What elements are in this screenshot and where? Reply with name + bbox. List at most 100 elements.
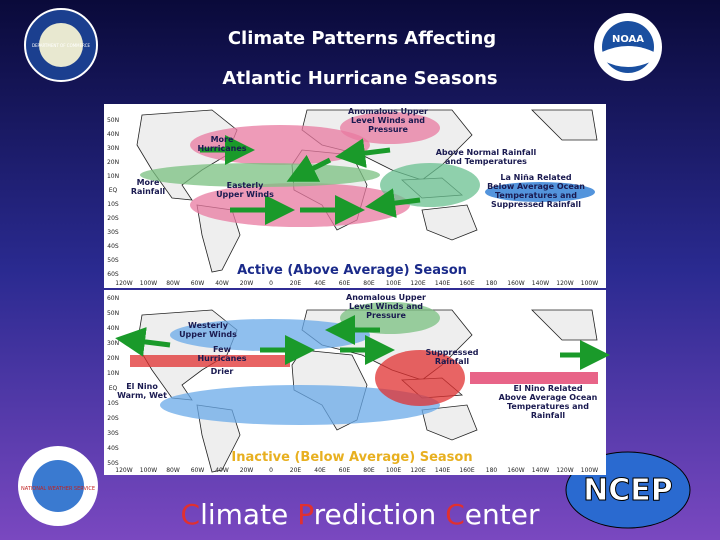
map-label-line: More xyxy=(211,135,234,144)
lon-label: 140W xyxy=(532,280,549,287)
lat-label: 50N xyxy=(107,310,119,317)
noaa-logo: NOAA xyxy=(594,13,662,81)
lat-label: 30S xyxy=(107,229,119,236)
lon-label: 80E xyxy=(363,280,375,287)
lon-label: 100W xyxy=(581,280,598,287)
lat-label: EQ xyxy=(109,187,118,194)
lon-label: 180 xyxy=(486,280,498,287)
lat-label: 20S xyxy=(107,415,119,422)
lon-label: 120W xyxy=(115,467,132,474)
lat-label: 30S xyxy=(107,430,119,437)
map-label-line: and Temperatures xyxy=(445,157,527,166)
lon-label: 60W xyxy=(191,280,205,287)
map-label: Above Normal Rainfall and Temperatures xyxy=(436,148,537,166)
map-label: Suppressed Rainfall xyxy=(426,348,479,366)
climate-region xyxy=(170,319,370,351)
lon-label: 160E xyxy=(459,467,474,474)
map-label: Anomalous Upper Level Winds and Pressure xyxy=(346,293,426,320)
lat-label: 20N xyxy=(107,355,119,362)
map-label-line: Level Winds and xyxy=(349,302,423,311)
map-label: Easterly Upper Winds xyxy=(216,181,274,199)
lon-label: 100W xyxy=(140,280,157,287)
footer-part: C xyxy=(181,498,201,531)
lon-label: 120W xyxy=(556,467,573,474)
map-label: More Rainfall xyxy=(131,178,166,196)
map-label-line: Above Average Ocean xyxy=(499,393,598,402)
lon-label: 100W xyxy=(581,467,598,474)
lat-label: 10S xyxy=(107,400,119,407)
commerce-text: DEPARTMENT OF COMMERCE xyxy=(32,43,91,48)
map-label-line: More xyxy=(137,178,160,187)
map-label-line: Warm, Wet xyxy=(117,391,167,400)
map-label-line: Temperatures and xyxy=(507,402,589,411)
map-label-line: Below Average Ocean xyxy=(487,182,585,191)
lat-label: 10S xyxy=(107,201,119,208)
climate-region xyxy=(470,372,598,384)
lon-label: 180 xyxy=(486,467,498,474)
lat-label: 30N xyxy=(107,340,119,347)
lon-label: 120E xyxy=(410,467,425,474)
lat-label: 60S xyxy=(107,271,119,278)
map-label-line: Temperatures and xyxy=(495,191,577,200)
lon-label: 160W xyxy=(507,467,524,474)
climate-region xyxy=(485,182,595,202)
map-label: La Niña Related Below Average Ocean Temper… xyxy=(487,173,585,209)
wind-arrow xyxy=(365,188,421,219)
map-label: Few Hurricanes xyxy=(197,345,246,363)
lat-label: 40S xyxy=(107,243,119,250)
map-label-line: Above Normal Rainfall xyxy=(436,148,537,157)
title-line: Atlantic Hurricane Seasons xyxy=(222,68,497,89)
map-label-line: Level Winds and xyxy=(351,116,425,125)
wind-arrow xyxy=(335,138,391,169)
map-label: Drier xyxy=(211,367,234,376)
map-label-line: La Niña Related xyxy=(500,173,572,182)
lon-label: 140E xyxy=(435,467,450,474)
lon-label: 100E xyxy=(386,467,401,474)
lon-label: 40E xyxy=(314,280,326,287)
map-label: Westerly Upper Winds xyxy=(179,321,237,339)
climate-region xyxy=(160,385,440,425)
wind-arrow xyxy=(286,154,332,182)
lon-label: 60W xyxy=(191,467,205,474)
lon-label: 80E xyxy=(363,467,375,474)
map-label: El Nino Related Above Average Ocean Temper… xyxy=(499,384,598,420)
lat-label: 10N xyxy=(107,370,119,377)
lon-label: 40W xyxy=(215,467,229,474)
map-label: More Hurricanes xyxy=(197,135,246,153)
footer-part: limate xyxy=(200,498,297,531)
climate-region xyxy=(130,355,290,367)
lon-label: 0 xyxy=(269,280,273,287)
lat-label: 20S xyxy=(107,215,119,222)
footer-part: C xyxy=(445,498,465,531)
map-label-line: El Nino xyxy=(126,382,158,391)
map-label-line: Hurricanes xyxy=(197,144,246,153)
lon-label: 20W xyxy=(240,280,254,287)
map-label-line: Upper Winds xyxy=(179,330,237,339)
climate-region xyxy=(340,112,440,144)
lon-label: 120W xyxy=(556,280,573,287)
lat-label: 40N xyxy=(107,131,119,138)
lon-label: 120W xyxy=(115,280,132,287)
title-line: Climate Patterns Affecting xyxy=(228,28,496,49)
map-label-line: Rainfall xyxy=(531,411,566,420)
map-label-line: Few xyxy=(213,345,232,354)
commerce-logo: DEPARTMENT OF COMMERCE xyxy=(24,8,98,82)
map-label: Anomalous Upper Level Winds and Pressure xyxy=(348,107,428,134)
lat-label: 20N xyxy=(107,159,119,166)
ncep-text: NCEP xyxy=(583,473,673,508)
nws-logo: NATIONAL WEATHER SERVICE xyxy=(18,446,98,526)
lat-label: 50S xyxy=(107,460,119,467)
footer-part: rediction xyxy=(314,498,446,531)
map-caption: Active (Above Average) Season xyxy=(237,263,467,278)
lon-label: 100W xyxy=(140,467,157,474)
map-label-line: Rainfall xyxy=(435,357,470,366)
map-label-line: Suppressed xyxy=(426,348,479,357)
climate-region xyxy=(375,350,465,406)
map-label-line: Westerly xyxy=(188,321,229,330)
map-label-line: Easterly xyxy=(227,181,265,190)
nws-text: NATIONAL WEATHER SERVICE xyxy=(21,486,95,492)
lon-label: 20W xyxy=(240,467,254,474)
map-caption: Inactive (Below Average) Season xyxy=(231,450,472,465)
lon-label: 120E xyxy=(410,280,425,287)
